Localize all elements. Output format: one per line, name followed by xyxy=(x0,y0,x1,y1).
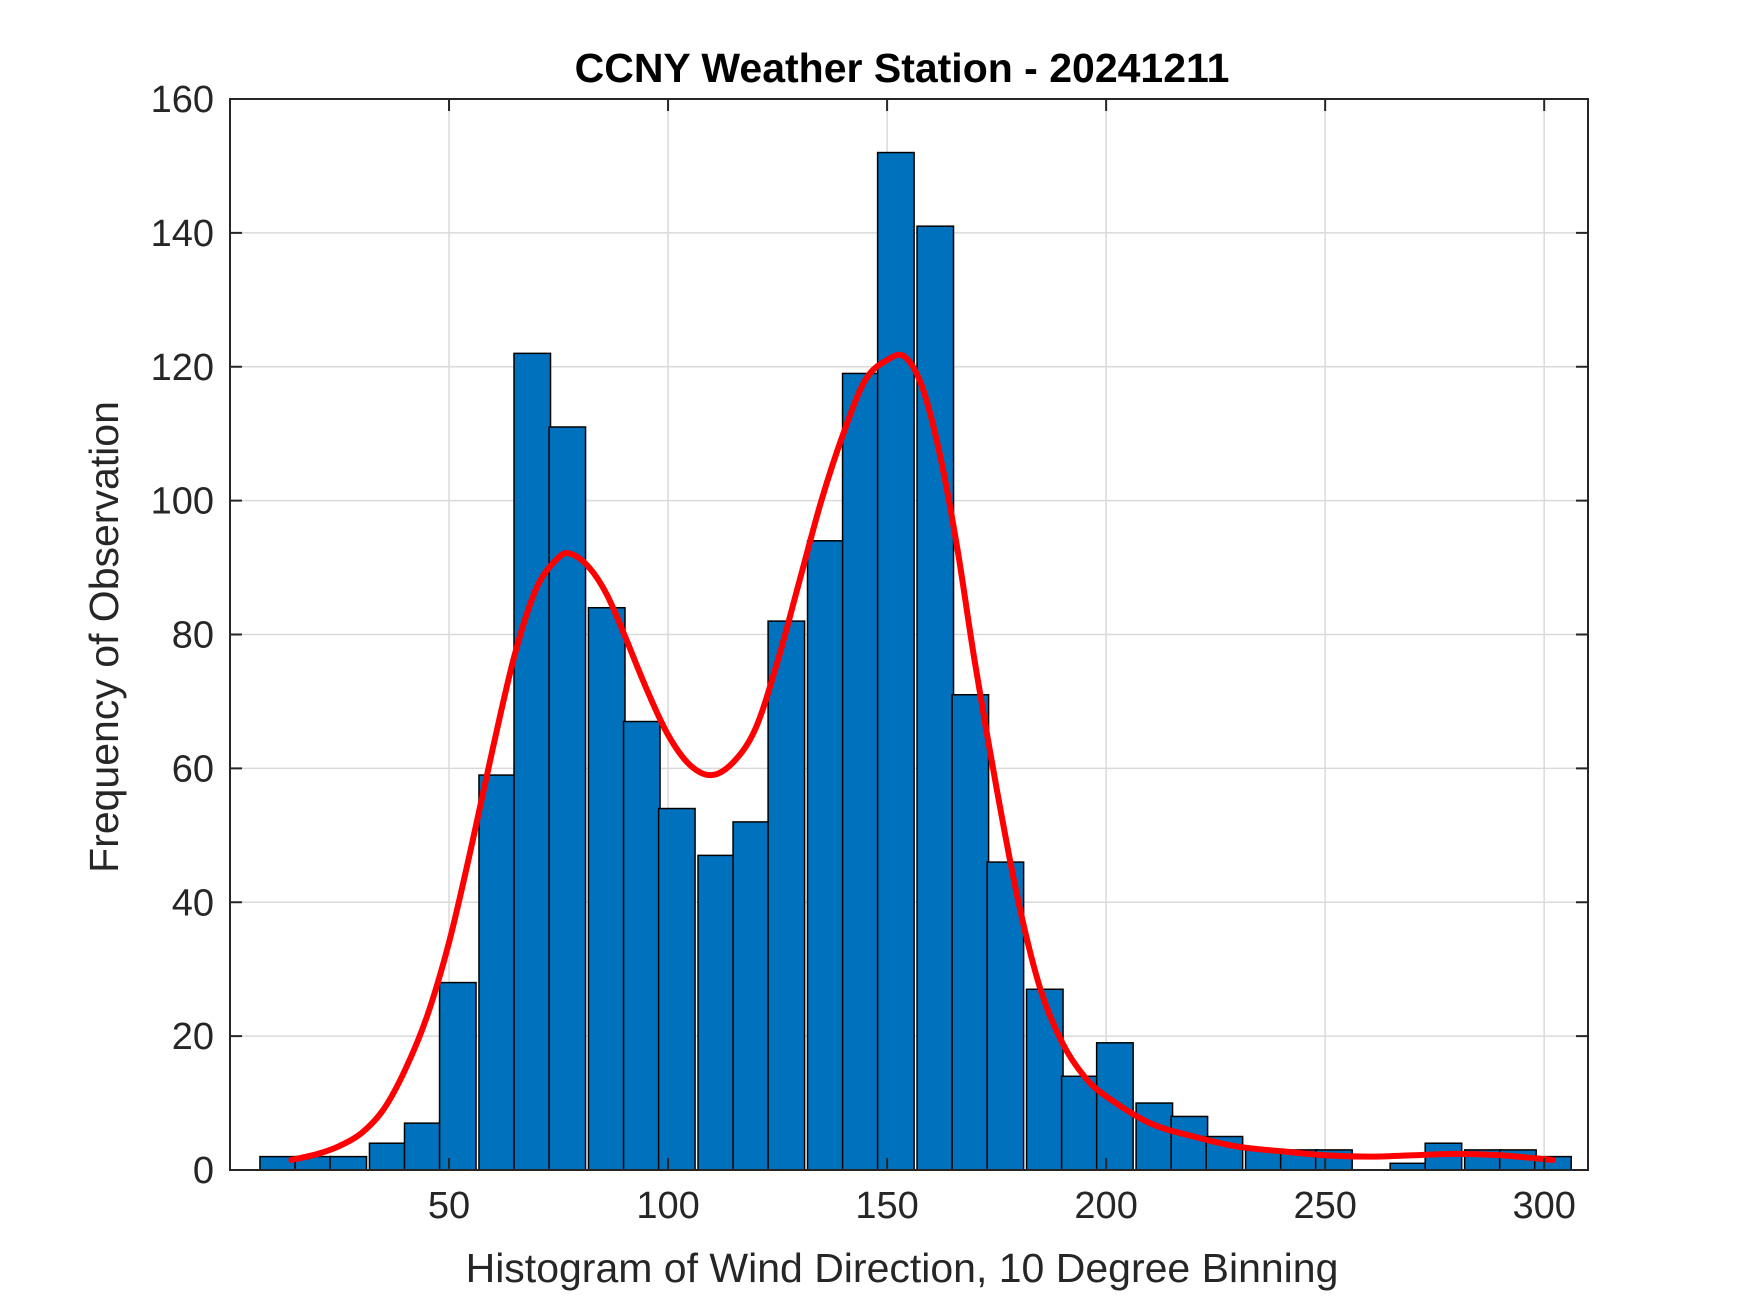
y-tick-label-160: 160 xyxy=(151,79,214,121)
x-tick-label-200: 200 xyxy=(1074,1185,1137,1227)
histogram-bar-2 xyxy=(329,1155,368,1171)
histogram-bar-15 xyxy=(806,540,845,1171)
x-tick-label-50: 50 xyxy=(428,1185,470,1227)
histogram-bar-7 xyxy=(513,352,552,1171)
y-tick-label-100: 100 xyxy=(151,481,214,523)
histogram-bar-4 xyxy=(403,1122,442,1171)
histogram-bar-22 xyxy=(1060,1075,1099,1171)
histogram-bar-20 xyxy=(986,861,1025,1171)
histogram-bar-16 xyxy=(841,372,880,1171)
y-tick-label-40: 40 xyxy=(172,882,214,924)
histogram-bar-25 xyxy=(1170,1115,1209,1171)
y-tick-label-20: 20 xyxy=(172,1016,214,1058)
y-tick-label-140: 140 xyxy=(151,213,214,255)
histogram-bar-18 xyxy=(916,225,955,1171)
y-tick-label-120: 120 xyxy=(151,347,214,389)
histogram-bar-17 xyxy=(876,151,915,1171)
histogram-bar-31 xyxy=(1389,1162,1428,1171)
chart-title: CCNY Weather Station - 20241211 xyxy=(575,45,1230,91)
histogram-bar-24 xyxy=(1135,1102,1174,1171)
y-tick-label-80: 80 xyxy=(172,615,214,657)
histogram-bar-11 xyxy=(657,807,696,1171)
histogram-bar-13 xyxy=(732,821,771,1171)
histogram-bar-10 xyxy=(622,720,661,1171)
x-tick-label-300: 300 xyxy=(1512,1185,1575,1227)
axes-frame xyxy=(229,98,1589,1171)
histogram-bars xyxy=(259,151,1572,1171)
fit-curve-layer xyxy=(288,351,1556,1163)
x-tick-label-100: 100 xyxy=(636,1185,699,1227)
histogram-bar-9 xyxy=(587,606,626,1171)
x-axis-label: Histogram of Wind Direction, 10 Degree B… xyxy=(466,1245,1339,1291)
y-tick-label-0: 0 xyxy=(193,1150,214,1192)
tick-labels: 50 100 150 200 250 300 0 20 40 60 80 100 120 140 160 xyxy=(151,79,1576,1227)
histogram-bar-6 xyxy=(478,774,517,1171)
histogram-bar-3 xyxy=(368,1142,407,1171)
histogram-bar-8 xyxy=(548,426,587,1171)
histogram-bar-19 xyxy=(951,693,990,1171)
histogram-bar-5 xyxy=(438,981,477,1171)
histogram-bar-23 xyxy=(1095,1042,1134,1171)
y-tick-label-60: 60 xyxy=(172,748,214,790)
histogram-bar-14 xyxy=(767,620,806,1171)
y-axis-label: Frequency of Observation xyxy=(81,401,127,873)
fit-curve xyxy=(288,351,1556,1163)
x-tick-label-150: 150 xyxy=(855,1185,918,1227)
x-tick-label-250: 250 xyxy=(1293,1185,1356,1227)
histogram-bar-12 xyxy=(697,854,736,1171)
histogram-bar-21 xyxy=(1025,988,1064,1171)
